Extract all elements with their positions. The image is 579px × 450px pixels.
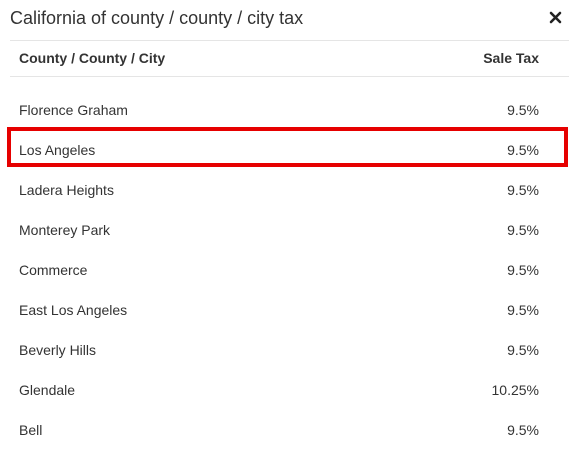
- modal-title: California of county / county / city tax: [10, 8, 304, 28]
- row-location: Florence Graham: [19, 102, 128, 119]
- close-icon[interactable]: [546, 8, 564, 26]
- column-header-location: County / County / City: [10, 40, 290, 77]
- table-row: Bell 9.5%: [10, 410, 569, 450]
- table-row: Beverly Hills 9.5%: [10, 330, 569, 370]
- table-row: Florence Graham 9.5%: [10, 76, 569, 130]
- row-location: East Los Angeles: [19, 302, 128, 318]
- row-location: Bell: [19, 422, 43, 438]
- row-location: Beverly Hills: [19, 342, 97, 358]
- tax-table: County / County / City Sale Tax Florence…: [10, 40, 569, 450]
- table-row: Glendale 10.25%: [10, 370, 569, 410]
- row-location: Commerce: [19, 262, 88, 278]
- table-row: East Los Angeles 9.5%: [10, 290, 569, 330]
- table-row-highlighted: Los Angeles 9.5%: [10, 130, 569, 170]
- row-location: Monterey Park: [19, 222, 111, 238]
- row-tax: 9.5%: [507, 262, 539, 278]
- row-location: Los Angeles: [19, 142, 96, 158]
- column-header-tax: Sale Tax: [289, 40, 569, 77]
- table-row: Monterey Park 9.5%: [10, 210, 569, 250]
- row-location: Glendale: [19, 382, 76, 398]
- row-location: Ladera Heights: [19, 182, 114, 198]
- row-tax: 10.25%: [491, 382, 539, 398]
- row-tax: 9.5%: [507, 342, 539, 358]
- table-header-row: County / County / City Sale Tax: [10, 40, 569, 77]
- row-tax: 9.5%: [507, 182, 539, 198]
- table-row: Ladera Heights 9.5%: [10, 170, 569, 210]
- row-tax: 9.5%: [507, 302, 539, 318]
- table-row: Commerce 9.5%: [10, 250, 569, 290]
- row-tax: 9.5%: [507, 142, 539, 158]
- close-glyph: [549, 11, 561, 23]
- row-tax: 9.5%: [507, 102, 539, 119]
- row-tax: 9.5%: [507, 222, 539, 238]
- row-tax: 9.5%: [507, 422, 539, 438]
